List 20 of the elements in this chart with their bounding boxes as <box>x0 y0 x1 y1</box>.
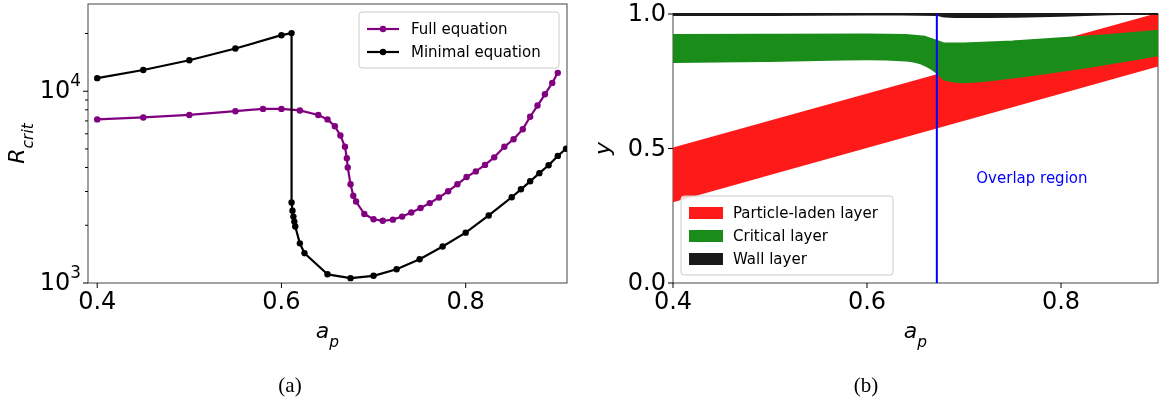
x-tick-label: 0.8 <box>1041 287 1081 315</box>
y-tick-label: 10$^{4}$ <box>39 70 81 105</box>
annotation: Overlap region <box>976 168 1088 187</box>
legend-label: Minimal equation <box>411 42 541 61</box>
x-tick-label: 0.4 <box>78 287 117 315</box>
legend-label: Full equation <box>411 19 508 38</box>
legend-label: Critical layer <box>733 226 829 245</box>
x-tick-label: 0.6 <box>262 287 301 315</box>
x-tick-label: 0.6 <box>847 287 887 315</box>
y-axis-title: y <box>590 141 615 157</box>
y-tick-label: 1.0 <box>627 0 666 27</box>
text: (a) <box>278 373 302 397</box>
x-axis-title: a$_{p}$ <box>315 318 340 351</box>
x-axis-title: a$_{p}$ <box>903 318 928 351</box>
y-tick-label: 10$^{3}$ <box>39 262 81 296</box>
legend-label: Wall layer <box>733 249 808 268</box>
y-tick-label: 0.5 <box>627 133 666 162</box>
text: (b) <box>853 373 879 397</box>
legend-label: Particle-laden layer <box>733 203 879 222</box>
x-tick-label: 0.8 <box>446 287 485 315</box>
